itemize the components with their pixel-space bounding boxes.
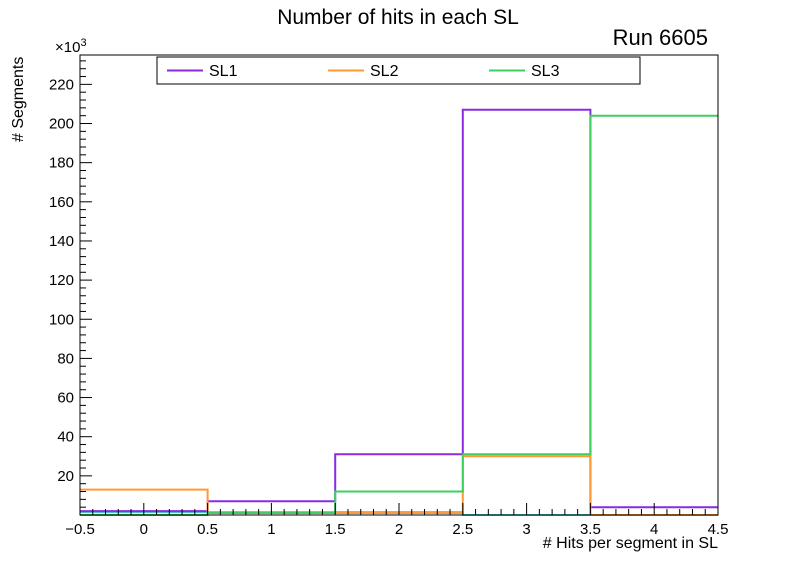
y-exp-sup: 3: [80, 37, 87, 49]
x-tick-label: 3.5: [580, 521, 601, 538]
y-tick-label: 40: [57, 429, 74, 446]
y-tick-label: 180: [49, 155, 74, 172]
x-axis-title: # Hits per segment in SL: [542, 535, 718, 552]
y-tick-label: 200: [49, 116, 74, 133]
legend-box: [156, 56, 641, 85]
x-tick-label: 2: [395, 521, 403, 538]
legend-label-SL2: SL2: [370, 63, 399, 80]
chart-title: Number of hits in each SL: [277, 6, 519, 29]
x-tick-label: 0: [140, 521, 148, 538]
x-tick-label: 4: [650, 521, 658, 538]
x-tick-label: 4.5: [708, 521, 729, 538]
run-label: Run 6605: [612, 25, 708, 50]
plot-frame: [79, 54, 719, 516]
y-tick-label: 120: [49, 272, 74, 289]
y-tick-label: 160: [49, 194, 74, 211]
x-tick-label: 3: [522, 521, 530, 538]
x-tick-label: 1.5: [325, 521, 346, 538]
y-tick-label: 60: [57, 390, 74, 407]
y-axis-title: # Segments: [10, 56, 27, 142]
x-tick-label: 0.5: [197, 521, 218, 538]
x-tick-label: 1: [267, 521, 275, 538]
x-tick-label: 2.5: [452, 521, 473, 538]
x-tick-label: −0.5: [65, 521, 95, 538]
y-tick-label: 100: [49, 311, 74, 328]
y-axis-exponent: ×103: [55, 37, 87, 56]
legend-label-SL3: SL3: [531, 63, 560, 80]
y-tick-label: 140: [49, 233, 74, 250]
legend-label-SL1: SL1: [209, 63, 238, 80]
series-SL1-line: [80, 108, 718, 513]
y-axis-ticks: [80, 60, 92, 516]
x-axis-ticks: [79, 503, 719, 515]
y-tick-label: 80: [57, 350, 74, 367]
y-tick-label: 20: [57, 468, 74, 485]
y-exp-base: ×10: [55, 39, 81, 56]
y-tick-label: 220: [49, 76, 74, 93]
